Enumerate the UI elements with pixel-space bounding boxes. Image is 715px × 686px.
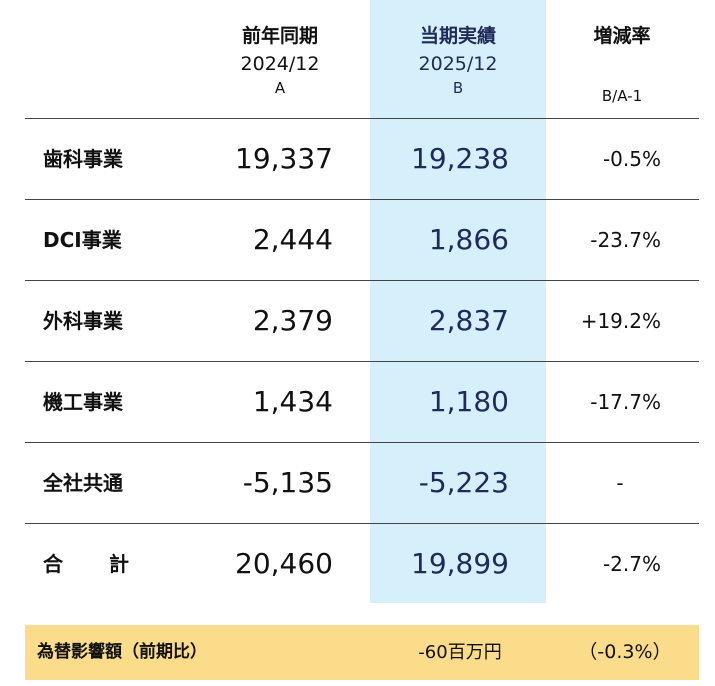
fx-impact-label: 為替影響額（前期比） — [37, 642, 207, 662]
row-prior-value: 20,460 — [235, 547, 333, 580]
header-current-period-code: B — [452, 79, 464, 97]
header-current-period: 当期実績 2025/12 B — [370, 22, 546, 98]
table-row-surgical: 外科事業 2,379 2,837 +19.2% — [25, 281, 699, 361]
row-current-value: 1,866 — [428, 223, 509, 256]
row-current-value: 1,180 — [428, 385, 509, 418]
row-prior-value: 2,444 — [252, 223, 333, 256]
header-prior-period-title: 前年同期 — [241, 25, 318, 47]
row-divider — [25, 118, 699, 119]
row-current-value: 2,837 — [428, 304, 509, 337]
row-divider — [25, 280, 699, 281]
row-name: 全社共通 — [43, 471, 123, 495]
row-prior-value: -5,135 — [242, 466, 333, 499]
row-name: 合計 — [43, 552, 175, 576]
table-row-dental: 歯科事業 19,337 19,238 -0.5% — [25, 119, 699, 199]
fx-impact-bar: 為替影響額（前期比） -60百万円 （-0.3%） — [25, 625, 699, 680]
row-current-value: 19,899 — [411, 547, 509, 580]
row-change-rate: -23.7% — [590, 228, 661, 252]
row-change-rate: +19.2% — [580, 309, 661, 333]
row-prior-value: 2,379 — [252, 304, 333, 337]
header-prior-period: 前年同期 2024/12 A — [220, 22, 340, 98]
row-change-rate: -0.5% — [602, 147, 661, 171]
fx-impact-rate: （-0.3%） — [578, 641, 672, 663]
header-current-period-date: 2025/12 — [418, 53, 498, 75]
header-current-period-title: 当期実績 — [419, 25, 496, 47]
row-prior-value: 19,337 — [235, 142, 333, 175]
row-change-rate: -2.7% — [602, 552, 661, 576]
current-period-highlight — [370, 0, 546, 603]
row-change-rate: - — [616, 471, 624, 495]
row-name: 外科事業 — [43, 309, 123, 333]
row-current-value: -5,223 — [418, 466, 509, 499]
header-change-rate-title: 増減率 — [593, 25, 651, 47]
header-change-rate-code: B/A-1 — [601, 87, 643, 105]
row-name: 機工事業 — [43, 390, 123, 414]
header-prior-period-code: A — [274, 79, 286, 97]
row-divider — [25, 199, 699, 200]
row-divider — [25, 442, 699, 443]
table-row-machine-tools: 機工事業 1,434 1,180 -17.7% — [25, 362, 699, 442]
row-current-value: 19,238 — [411, 142, 509, 175]
table-row-total: 合計 20,460 19,899 -2.7% — [25, 524, 699, 604]
header-change-rate: 増減率 B/A-1 — [560, 22, 684, 106]
row-change-rate: -17.7% — [590, 390, 661, 414]
row-prior-value: 1,434 — [252, 385, 333, 418]
row-divider — [25, 523, 699, 524]
table-row-dci: DCI事業 2,444 1,866 -23.7% — [25, 200, 699, 280]
row-divider — [25, 361, 699, 362]
row-name: DCI事業 — [43, 228, 122, 252]
fx-impact-value: -60百万円 — [418, 642, 502, 663]
row-name: 歯科事業 — [43, 147, 123, 171]
table-row-corporate: 全社共通 -5,135 -5,223 - — [25, 443, 699, 523]
header-prior-period-date: 2024/12 — [240, 53, 320, 75]
